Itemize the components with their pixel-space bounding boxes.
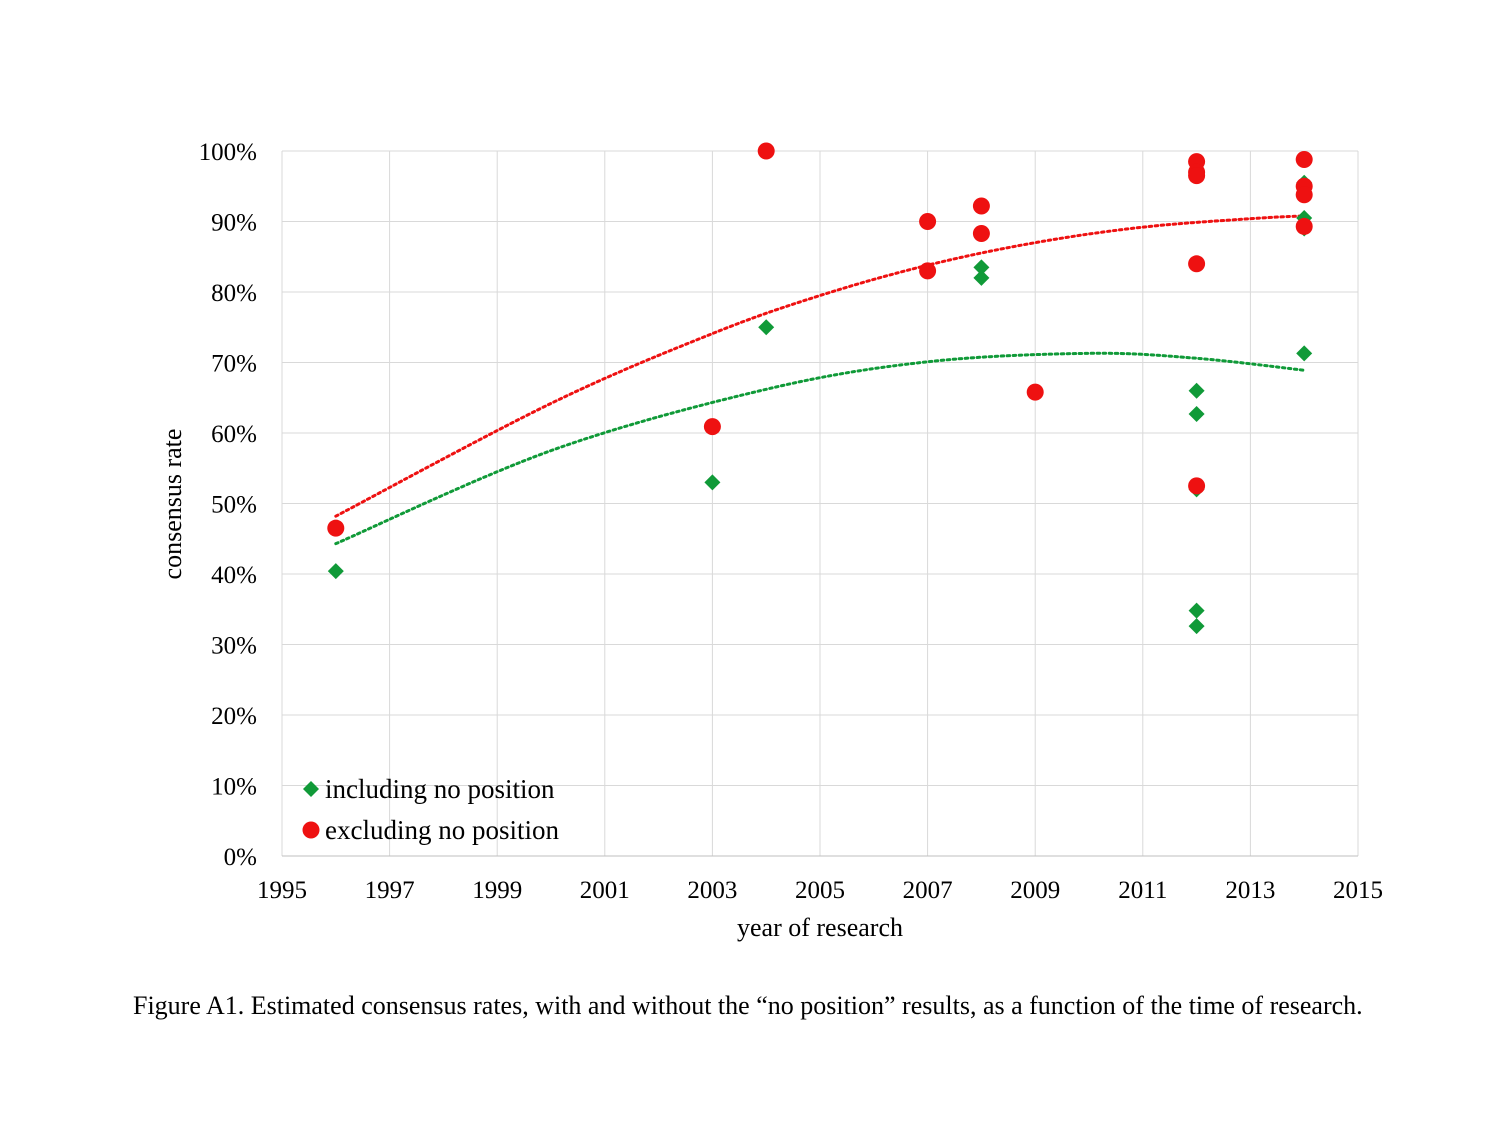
y-tick-label: 40% [211, 562, 257, 589]
x-tick-label: 2001 [580, 877, 630, 904]
y-tick-label: 0% [224, 844, 257, 871]
x-tick-label: 1995 [257, 877, 307, 904]
data-point-excluding [1295, 186, 1313, 204]
y-tick-label: 70% [211, 351, 257, 378]
x-tick-label: 1999 [472, 877, 522, 904]
data-point-excluding [972, 197, 990, 215]
data-point-including [973, 269, 990, 286]
data-point-including [1188, 618, 1205, 635]
data-point-including [704, 474, 721, 491]
legend-marker-including [303, 781, 319, 797]
y-tick-label: 10% [211, 774, 257, 801]
y-tick-label: 20% [211, 703, 257, 730]
y-tick-label: 50% [211, 492, 257, 519]
x-tick-label: 2005 [795, 877, 845, 904]
figure-caption: Figure A1. Estimated consensus rates, wi… [133, 991, 1363, 1020]
y-axis-title: consensus rate [158, 429, 187, 580]
data-point-excluding [1295, 217, 1313, 235]
x-axis-title: year of research [737, 913, 903, 942]
data-point-including [973, 259, 990, 276]
data-point-excluding [1295, 150, 1313, 168]
data-point-including [1188, 405, 1205, 422]
y-axis-tick-labels: 0% 10% 20% 30% 40% 50% 60% 70% 80% 90% 100% [199, 139, 257, 871]
data-point-excluding [919, 262, 937, 280]
y-tick-label: 60% [211, 421, 257, 448]
y-tick-label: 100% [199, 139, 257, 166]
data-point-including [758, 319, 775, 336]
y-tick-label: 30% [211, 633, 257, 660]
data-point-excluding [972, 224, 990, 242]
trendline [334, 214, 1306, 518]
x-tick-label: 2003 [687, 877, 737, 904]
x-tick-label: 2009 [1010, 877, 1060, 904]
data-points [327, 142, 1313, 635]
y-tick-label: 80% [211, 280, 257, 307]
x-axis-tick-labels: 1995 1997 1999 2001 2003 2005 2007 2009 2011 2013… [257, 877, 1383, 904]
legend-marker-excluding [302, 821, 320, 839]
data-point-excluding [1188, 255, 1206, 273]
x-tick-label: 1997 [365, 877, 415, 904]
x-tick-label: 2015 [1333, 877, 1383, 904]
data-point-excluding [703, 418, 721, 436]
consensus-chart: 1995 1997 1999 2001 2003 2005 2007 2009 2011 2013… [158, 139, 1383, 942]
data-point-including [1296, 345, 1313, 362]
data-point-excluding [1026, 383, 1044, 401]
data-point-excluding [1188, 167, 1206, 185]
data-point-excluding [1188, 477, 1206, 495]
x-tick-label: 2011 [1118, 877, 1167, 904]
trendlines [334, 214, 1306, 546]
legend-label: including no position [325, 774, 555, 804]
chart-legend: including no position excluding no positi… [302, 774, 559, 845]
x-tick-label: 2013 [1225, 877, 1275, 904]
data-point-including [1188, 602, 1205, 619]
trendline [334, 351, 1306, 546]
data-point-excluding [327, 519, 345, 537]
data-point-including [1188, 382, 1205, 399]
data-point-excluding [919, 213, 937, 230]
y-tick-label: 90% [211, 210, 257, 237]
chart-gridlines [281, 150, 1359, 857]
data-point-including [327, 563, 344, 580]
legend-label: excluding no position [325, 815, 559, 845]
x-tick-label: 2007 [903, 877, 953, 904]
data-point-excluding [757, 142, 775, 160]
